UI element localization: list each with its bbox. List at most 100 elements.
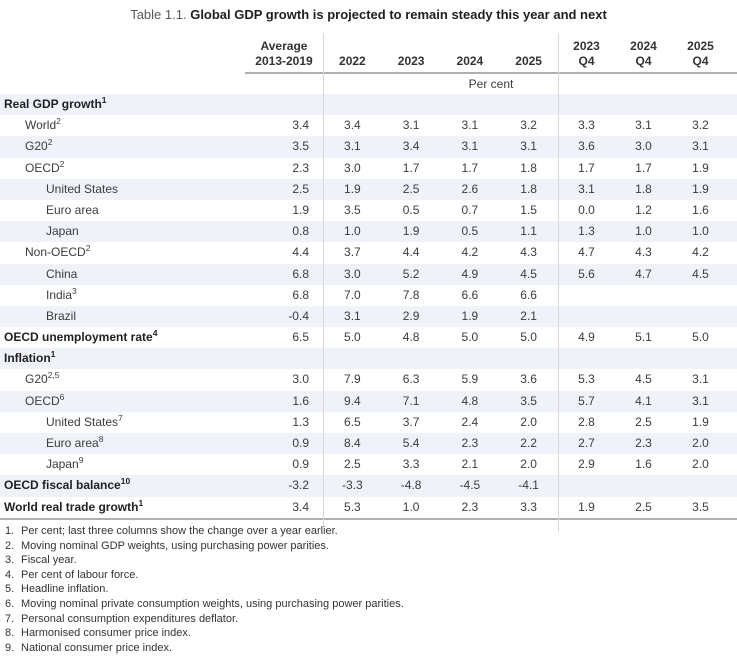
footnote: 4. Per cent of labour force. xyxy=(5,568,139,581)
value-cell: 3.4 xyxy=(344,118,361,133)
table-row: Inflation1 xyxy=(0,348,737,370)
footnote-marker: 3 xyxy=(72,285,77,296)
value-cell: 2.3 xyxy=(461,436,479,450)
value-cell: 2.3 xyxy=(461,499,479,514)
value-cell xyxy=(615,348,672,369)
value-cell: 2.6 xyxy=(461,181,479,196)
row-label: Inflation1 xyxy=(4,349,56,366)
value-cell: 1.9 xyxy=(578,499,595,514)
value-cell: 3.0 xyxy=(344,160,361,175)
footnote: 9. National consumer price index. xyxy=(5,641,173,654)
value-cell: 5.3 xyxy=(578,372,595,387)
value-cell: 7.0 xyxy=(344,287,361,302)
value-cell: 6.5 xyxy=(292,330,309,345)
value-cell: 1.6 xyxy=(635,457,652,472)
value-cell: 3.7 xyxy=(344,245,361,260)
table-row: Japan 0.8 1.0 1.9 0.5 1.1 1.3 1.0 1.0 xyxy=(0,221,737,243)
footnote-marker: 2,5 xyxy=(47,370,60,381)
value-cell: 6.8 xyxy=(292,266,309,281)
value-cell: 3.7 xyxy=(402,414,420,429)
value-cell: 3.1 xyxy=(461,139,479,154)
value-cell: 5.0 xyxy=(692,330,709,345)
footnote-marker: 8 xyxy=(98,434,104,444)
value-cell: 0.9 xyxy=(292,436,309,450)
footnote-marker: 9 xyxy=(78,455,84,466)
row-label: Japan xyxy=(46,224,79,239)
col-header-average: Average 2013-2019 xyxy=(255,39,313,68)
value-cell: 3.3 xyxy=(402,457,420,472)
value-cell: 2.5 xyxy=(292,181,309,196)
header-rule xyxy=(245,72,737,74)
table-row: United States 2.5 1.9 2.5 2.6 1.8 3.1 1.8 1.9 xyxy=(0,178,737,200)
value-cell: 1.1 xyxy=(520,224,537,239)
footnote-marker: 7 xyxy=(118,412,123,423)
value-cell: 3.5 xyxy=(520,393,537,408)
unit-label: Per cent xyxy=(468,77,514,91)
row-label: Euro area8 xyxy=(46,434,104,450)
value-cell: 1.2 xyxy=(635,202,652,217)
value-cell xyxy=(615,306,672,327)
value-cell: 4.9 xyxy=(461,266,479,281)
value-cell xyxy=(323,348,382,369)
value-cell xyxy=(245,94,323,115)
value-cell: 1.0 xyxy=(402,499,420,514)
footnote-marker: 1 xyxy=(101,95,107,105)
col-header-2023: 2023 xyxy=(397,54,425,68)
row-label: OECD2 xyxy=(25,158,65,175)
value-cell: 3.2 xyxy=(692,118,709,133)
value-cell: 4.4 xyxy=(402,245,420,260)
value-cell: 5.0 xyxy=(344,330,361,345)
value-cell: 3.4 xyxy=(402,139,420,154)
value-cell: 4.9 xyxy=(578,330,595,345)
value-cell: 3.1 xyxy=(402,118,420,133)
row-label: World real trade growth1 xyxy=(4,497,144,514)
row-label: United States xyxy=(46,181,119,196)
value-cell xyxy=(499,348,558,369)
value-cell: 6.6 xyxy=(520,287,537,302)
value-cell: 2.2 xyxy=(520,436,537,450)
value-cell: 1.5 xyxy=(520,202,537,217)
value-cell: 2.8 xyxy=(578,414,595,429)
value-cell xyxy=(323,94,382,115)
value-cell: 3.1 xyxy=(578,181,595,196)
value-cell: 3.1 xyxy=(344,139,361,154)
table-title-text: Global GDP growth is projected to remain… xyxy=(190,7,607,22)
value-cell: -3.3 xyxy=(342,478,363,493)
value-cell: -3.2 xyxy=(288,478,309,493)
value-cell xyxy=(672,285,729,306)
value-cell: 1.0 xyxy=(344,224,361,239)
value-cell: 1.6 xyxy=(692,202,709,217)
value-cell: 1.9 xyxy=(292,202,309,217)
table-header-row: Average 2013-2019 2022 2023 2024 2025 20… xyxy=(0,28,737,72)
value-cell: 1.8 xyxy=(520,181,537,196)
value-cell: 1.3 xyxy=(292,414,309,429)
value-cell: 3.3 xyxy=(578,118,595,133)
table-bottom-rule xyxy=(0,518,737,520)
value-cell: -4.8 xyxy=(400,478,422,493)
value-cell: 5.0 xyxy=(461,330,479,345)
row-label: Brazil xyxy=(46,308,77,323)
value-cell: 2.1 xyxy=(461,457,479,472)
row-label: Japan9 xyxy=(46,455,84,472)
value-cell: 3.3 xyxy=(520,499,537,514)
footnote: 6. Moving nominal private consumption wei… xyxy=(5,597,404,610)
value-cell: 3.5 xyxy=(292,139,309,154)
value-cell: 1.9 xyxy=(692,160,709,175)
value-cell: -4.5 xyxy=(459,478,481,493)
footnote: 2. Moving nominal GDP weights, using purc… xyxy=(5,539,329,552)
value-cell: 4.8 xyxy=(402,330,420,345)
value-cell: 2.0 xyxy=(520,414,537,429)
value-cell: 5.0 xyxy=(520,330,537,345)
value-cell: 8.4 xyxy=(344,436,361,450)
footnote: 7. Personal consumption expenditures defl… xyxy=(5,612,239,625)
table-body: Real GDP growth1 World2 3.4 3.4 3.1 3.1 3.2 3.3… xyxy=(0,94,737,518)
value-cell: 4.2 xyxy=(692,245,709,260)
value-cell: 5.9 xyxy=(461,372,479,387)
value-cell: 2.5 xyxy=(344,457,361,472)
column-divider-right xyxy=(558,33,559,532)
table-row: Euro area8 0.9 8.4 5.4 2.3 2.2 2.7 2.3 2.0 xyxy=(0,433,737,455)
value-cell: 6.8 xyxy=(292,287,309,302)
footnote-marker: 1 xyxy=(138,497,144,508)
value-cell: 4.5 xyxy=(692,266,709,281)
value-cell: 2.5 xyxy=(402,181,420,196)
